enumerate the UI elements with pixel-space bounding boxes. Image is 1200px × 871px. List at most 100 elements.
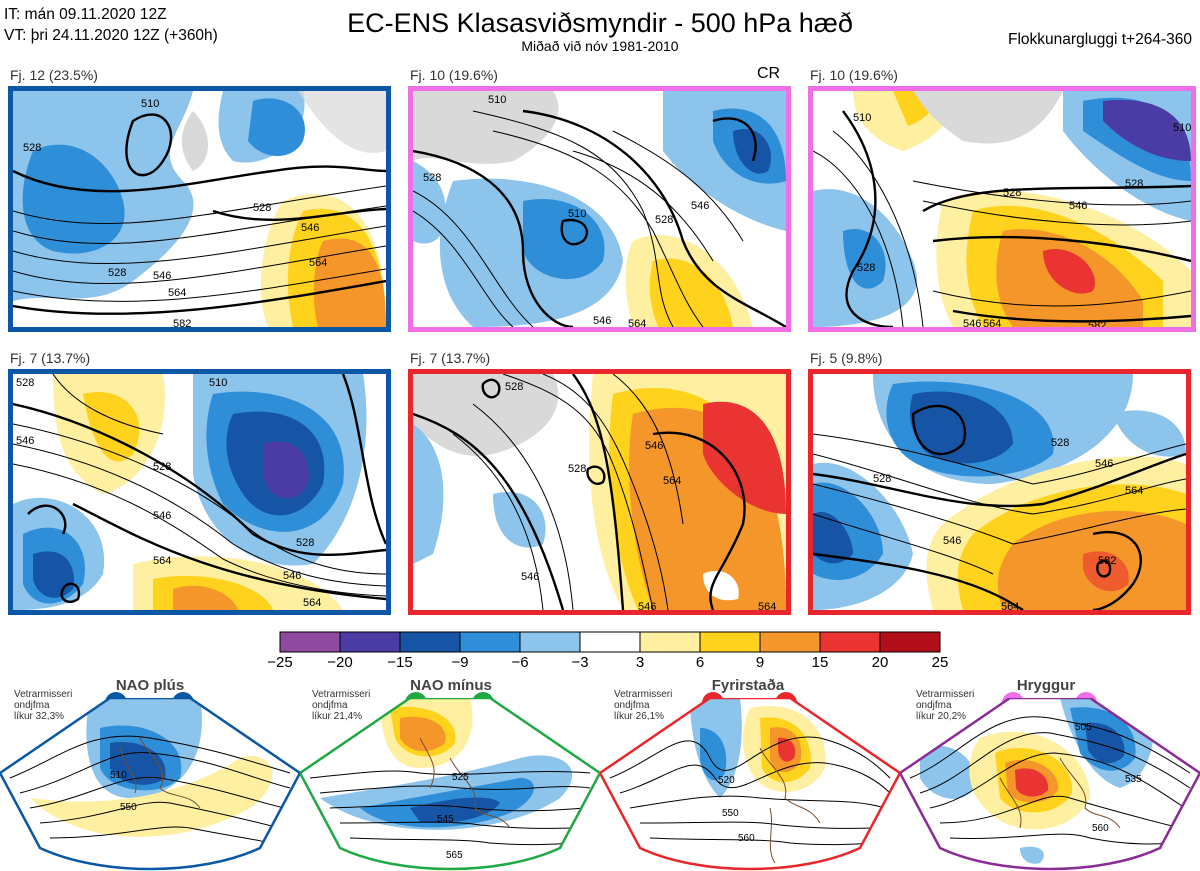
svg-text:510: 510	[209, 377, 227, 389]
svg-text:528: 528	[423, 172, 441, 184]
svg-text:528: 528	[857, 262, 875, 274]
note-line: Vetrarmisseri	[14, 689, 73, 700]
page-title: EC-ENS Klasasviðsmyndir - 500 hPa hæð	[347, 8, 853, 38]
svg-text:546: 546	[645, 440, 663, 452]
colorbar-tick: 3	[635, 654, 645, 671]
contour-label: 560	[1092, 823, 1109, 834]
svg-text:582: 582	[1088, 320, 1106, 327]
contour-label: 565	[446, 850, 463, 861]
svg-text:546: 546	[1069, 200, 1087, 212]
regime-1-title: NAO plús	[115, 677, 185, 694]
svg-text:564: 564	[663, 475, 681, 487]
note-line: Vetrarmisseri	[614, 689, 673, 700]
colorbar-tick: −3	[571, 654, 589, 671]
colorbar-tick: −15	[387, 654, 413, 671]
svg-text:528: 528	[568, 463, 586, 475]
colorbar-swatch	[579, 631, 641, 653]
svg-text:564: 564	[1125, 485, 1143, 497]
contour-label: 505	[1075, 722, 1092, 733]
svg-text:546: 546	[963, 318, 981, 327]
note-line: ondjfma	[916, 700, 952, 711]
svg-text:564: 564	[153, 555, 171, 567]
svg-text:528: 528	[873, 473, 891, 485]
svg-text:546: 546	[153, 270, 171, 282]
cluster-1-map: 528 528 546 564 528 546 564 582 510	[8, 86, 391, 332]
svg-text:528: 528	[153, 461, 171, 473]
regime-2-note: Vetrarmisseri ondjfma líkur 21,4%	[312, 689, 370, 722]
svg-text:528: 528	[655, 214, 673, 226]
svg-text:546: 546	[593, 315, 611, 327]
cluster-4-label: Fj. 7 (13.7%)	[10, 350, 91, 366]
contour-label: 550	[722, 808, 739, 819]
note-line: líkur 20,2%	[916, 711, 967, 722]
note-line: Vetrarmisseri	[312, 689, 371, 700]
regime-4-title: Hryggur	[1016, 677, 1076, 694]
contour-label: 520	[718, 775, 735, 786]
colorbar-tick: −25	[267, 654, 293, 671]
colorbar-swatch	[699, 631, 761, 653]
svg-text:528: 528	[23, 142, 41, 154]
cluster-6-map: 528 546 564 582 528 546 564	[808, 369, 1191, 615]
colorbar-swatch	[879, 631, 941, 653]
contour-label: 560	[738, 833, 755, 844]
svg-text:546: 546	[301, 222, 319, 234]
cluster-3-label: Fj. 10 (19.6%)	[810, 67, 898, 83]
colorbar-tick: −6	[511, 654, 529, 671]
regime-1-map: 510 550	[0, 698, 300, 871]
header-times: IT: mán 09.11.2020 12Z VT: þri 24.11.202…	[4, 4, 218, 46]
svg-text:564: 564	[758, 601, 776, 610]
svg-text:564: 564	[1001, 601, 1019, 610]
colorbar-swatch	[639, 631, 701, 653]
colorbar-tick: 15	[811, 654, 829, 671]
svg-text:546: 546	[943, 535, 961, 547]
svg-text:528: 528	[296, 537, 314, 549]
cluster-2-label: Fj. 10 (19.6%)	[410, 67, 498, 83]
colorbar-tick: 25	[931, 654, 949, 671]
colorbar-tick: −20	[327, 654, 353, 671]
note-line: ondjfma	[14, 700, 50, 711]
svg-text:510: 510	[568, 208, 586, 220]
regime-3-note: Vetrarmisseri ondjfma líkur 26,1%	[614, 689, 672, 722]
note-line: ondjfma	[312, 700, 348, 711]
cluster-4-map: 528 546 564 546 564 528 546 510 528	[8, 369, 391, 615]
svg-text:528: 528	[1003, 187, 1021, 199]
colorbar-swatch	[519, 631, 581, 653]
svg-text:546: 546	[691, 200, 709, 212]
colorbar-tick: 20	[871, 654, 889, 671]
colorbar-swatch	[279, 631, 341, 653]
cluster-2-cr-marker: CR	[757, 65, 781, 82]
svg-text:528: 528	[253, 202, 271, 214]
colorbar-tick: −9	[451, 654, 469, 671]
svg-text:546: 546	[16, 435, 34, 447]
cluster-window: Flokkunargluggi t+264-360	[1008, 31, 1192, 48]
colorbar-swatch	[339, 631, 401, 653]
regime-2-title: NAO mínus	[410, 677, 492, 694]
note-line: Vetrarmisseri	[916, 689, 975, 700]
cluster-6-label: Fj. 5 (9.8%)	[810, 350, 883, 366]
contour-label: 525	[452, 772, 469, 783]
regime-1-note: Vetrarmisseri ondjfma líkur 32,3%	[14, 689, 72, 722]
colorbar-swatch	[399, 631, 461, 653]
regime-3-map: 520 550 560	[600, 698, 900, 871]
regime-4-map: 505 535 560	[900, 698, 1200, 871]
issue-time: IT: mán 09.11.2020 12Z	[4, 6, 167, 23]
contour-label: 550	[120, 802, 137, 813]
svg-text:528: 528	[16, 377, 34, 389]
page-subtitle: Miðað við nóv 1981-2010	[521, 38, 679, 54]
svg-text:582: 582	[1098, 555, 1116, 567]
regime-4-note: Vetrarmisseri ondjfma líkur 20,2%	[916, 689, 974, 722]
svg-text:510: 510	[853, 112, 871, 124]
colorbar-tick: 6	[695, 654, 705, 671]
cluster-2-map: 510 528 546 564 510 528 546	[408, 86, 791, 332]
svg-text:564: 564	[628, 318, 646, 327]
colorbar-swatch	[459, 631, 521, 653]
regime-2-map: 525 545 565	[300, 698, 600, 871]
cluster-1-label: Fj. 12 (23.5%)	[10, 67, 98, 83]
svg-text:528: 528	[1125, 178, 1143, 190]
svg-text:564: 564	[303, 597, 321, 609]
note-line: líkur 26,1%	[614, 711, 665, 722]
contour-label: 545	[437, 814, 454, 825]
svg-text:564: 564	[983, 318, 1001, 327]
svg-text:528: 528	[108, 267, 126, 279]
svg-text:510: 510	[141, 98, 159, 110]
